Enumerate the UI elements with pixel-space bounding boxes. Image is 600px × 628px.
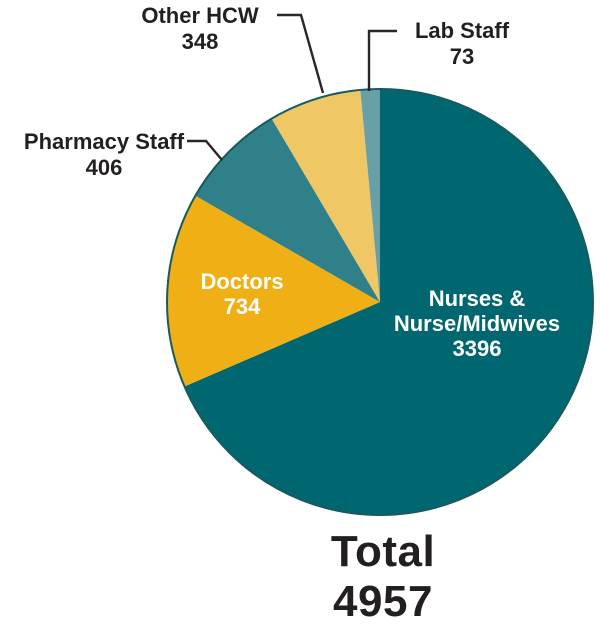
callout-line-other-hcw <box>277 13 325 94</box>
slice-label-text-nurses-line1: Nurses & <box>428 286 526 311</box>
total-block: Total 4957 <box>233 527 533 627</box>
slice-label-doctors: Doctors 734 <box>162 269 322 319</box>
callout-pharmacy-staff: Pharmacy Staff 406 <box>4 129 204 181</box>
pie-outline <box>166 88 594 516</box>
slice-label-nurses-nurse-midwives: Nurses & Nurse/Midwives 3396 <box>387 286 567 361</box>
slice-value-doctors: 734 <box>223 294 261 319</box>
callout-line-lab-staff <box>367 29 397 91</box>
callout-value-pharmacy-staff: 406 <box>85 155 123 180</box>
callout-lab-staff: Lab Staff 73 <box>382 18 542 70</box>
pie-slice-pharmacy-staff <box>195 118 380 302</box>
pie-slice-other-hcw <box>271 89 380 302</box>
pie-slice-doctors <box>166 195 380 387</box>
callout-line-pharmacy-staff <box>187 139 223 161</box>
callout-label-other-hcw: Other HCW <box>141 3 259 28</box>
slice-label-text-doctors: Doctors <box>200 269 284 294</box>
pie-slices-group <box>166 89 594 515</box>
callout-value-other-hcw: 348 <box>181 29 219 54</box>
callout-value-lab-staff: 73 <box>449 44 475 69</box>
total-label: Total <box>330 527 436 576</box>
callout-label-pharmacy-staff: Pharmacy Staff <box>23 129 185 154</box>
slice-label-text-nurses-line2: Nurse/Midwives <box>393 311 561 336</box>
total-value: 4957 <box>333 577 433 626</box>
pie-slice-lab-staff <box>360 89 380 302</box>
callout-label-lab-staff: Lab Staff <box>414 18 510 43</box>
callout-other-hcw: Other HCW 348 <box>115 3 285 55</box>
slice-value-nurses: 3396 <box>452 336 502 361</box>
pie-slice-nurses-nurse-midwives <box>184 89 594 515</box>
